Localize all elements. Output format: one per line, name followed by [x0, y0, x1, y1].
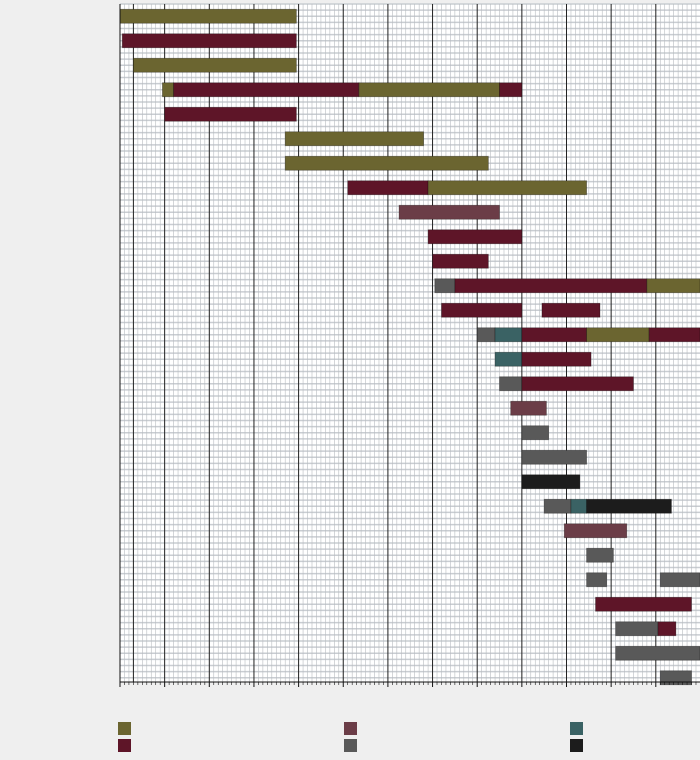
gantt-bar — [495, 327, 522, 342]
gantt-bar — [521, 450, 587, 465]
gantt-bar-outline — [659, 670, 692, 686]
gantt-bar — [173, 82, 359, 97]
gantt-bar-outline — [521, 327, 587, 343]
gantt-bar — [347, 180, 429, 195]
gantt-bar — [428, 180, 587, 195]
gantt-bar-outline — [521, 425, 550, 441]
gantt-bar-outline — [510, 400, 547, 416]
gantt-bar — [510, 401, 547, 416]
gantt-bar — [564, 523, 627, 538]
gantt-bar — [586, 572, 607, 587]
gantt-bar-outline — [595, 596, 692, 612]
gantt-bar — [499, 376, 522, 391]
gantt-bar — [521, 376, 634, 391]
gantt-bar-outline — [427, 180, 587, 196]
gantt-bar — [162, 82, 174, 97]
gantt-bar — [133, 58, 297, 73]
gantt-bar — [521, 327, 587, 342]
gantt-bar — [646, 278, 700, 293]
gantt-bar — [660, 572, 700, 587]
gantt-bar-outline — [499, 82, 523, 98]
gantt-bar-outline — [586, 572, 608, 588]
gantt-bar-outline — [543, 498, 572, 514]
gantt-bar — [649, 327, 700, 342]
gantt-bar — [660, 670, 692, 685]
legend-swatch-teal — [570, 722, 583, 735]
gantt-bar-outline — [121, 33, 297, 49]
gantt-bar — [521, 352, 592, 367]
gantt-bar — [544, 499, 571, 514]
gantt-bar — [428, 229, 522, 244]
gantt-bar — [120, 9, 297, 24]
gantt-bar — [615, 621, 659, 636]
gantt-bar — [658, 621, 676, 636]
gantt-bar — [477, 327, 496, 342]
legend-swatch-mauve — [344, 722, 357, 735]
gantt-bar — [122, 33, 297, 48]
gantt-bar-outline — [521, 449, 587, 465]
gantt-bar — [615, 646, 700, 661]
gantt-bar-outline — [432, 253, 489, 269]
gantt-bar-outline — [521, 351, 592, 367]
gantt-bar-outline — [521, 474, 581, 490]
gantt-bar-outline — [132, 57, 297, 73]
gantt-bar-outline — [659, 572, 700, 588]
gantt-bar — [521, 474, 580, 489]
gantt-bar — [358, 82, 500, 97]
gantt-bar — [586, 327, 650, 342]
gantt-bar-outline — [398, 204, 500, 220]
gantt-bar-outline — [586, 498, 672, 514]
gantt-bar — [586, 499, 672, 514]
gantt-bar-outline — [427, 229, 523, 245]
gantt-bar — [495, 352, 522, 367]
gantt-bar-outline — [284, 131, 425, 147]
gantt-bar — [499, 82, 522, 97]
gantt-bar — [164, 107, 297, 122]
gantt-bar — [586, 548, 614, 563]
gantt-bar — [285, 156, 489, 171]
gantt-bar — [285, 131, 424, 146]
gantt-bar — [595, 597, 692, 612]
gantt-bar-outline — [164, 106, 297, 122]
gantt-bar-outline — [441, 302, 523, 318]
legend-swatch-black — [570, 739, 583, 752]
gantt-bar — [399, 205, 500, 220]
legend-swatch-gray — [344, 739, 357, 752]
gantt-bar — [432, 254, 489, 269]
gantt-bar — [541, 303, 600, 318]
gantt-bar — [454, 278, 647, 293]
gantt-bar-outline — [521, 376, 634, 392]
gantt-bar-outline — [657, 621, 677, 637]
gantt-bar — [521, 425, 549, 440]
gantt-bar — [441, 303, 522, 318]
legend-swatch-maroon — [118, 739, 131, 752]
gantt-bar — [434, 278, 455, 293]
gantt-bar-outline — [284, 155, 489, 171]
legend-swatch-olive — [118, 722, 131, 735]
gantt-bar-outline — [541, 302, 601, 318]
gantt-bar-outline — [586, 547, 614, 563]
gantt-bar — [570, 499, 587, 514]
gantt-bar-outline — [563, 523, 628, 539]
